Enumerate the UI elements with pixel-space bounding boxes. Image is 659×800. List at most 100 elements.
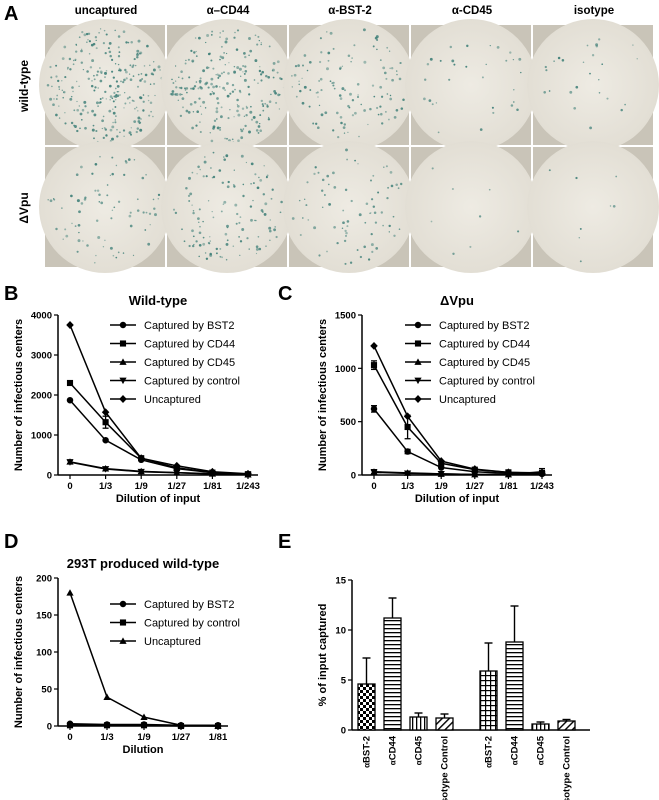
x-axis-label: Dilution xyxy=(123,744,164,756)
legend-label: Captured by CD44 xyxy=(439,339,530,351)
plate-column-header-3: α-CD45 xyxy=(452,5,493,17)
x-tick-label: 1/3 xyxy=(401,481,414,492)
x-tick-label: 1/9 xyxy=(135,481,148,492)
data-point xyxy=(140,722,148,729)
plate-column-header-2: α-BST-2 xyxy=(328,5,372,17)
x-tick-label: 1/9 xyxy=(435,481,448,492)
plate-well xyxy=(161,141,293,273)
legend-marker xyxy=(119,358,127,365)
data-point xyxy=(404,448,411,455)
legend-marker xyxy=(119,637,127,644)
plate-well xyxy=(527,19,659,151)
series-uncaptured xyxy=(66,321,252,478)
y-tick-label: 0 xyxy=(351,471,356,482)
data-point xyxy=(214,722,222,729)
data-point xyxy=(66,321,74,329)
y-tick-label: 4000 xyxy=(31,311,52,322)
chart-percent-captured: 0 5 10 15 % of input captured αBST-2 αCD44 αCD4… xyxy=(317,576,590,800)
x-tick-label: αCD44 xyxy=(388,735,399,765)
x-tick-label: 1/243 xyxy=(236,481,260,492)
x-tick-label: αCD44 xyxy=(510,735,521,765)
legend-marker xyxy=(414,395,422,403)
panel-e-label: E xyxy=(278,531,291,553)
legend-label: Captured by control xyxy=(439,376,535,388)
data-point xyxy=(471,465,479,474)
y-tick-label: 1000 xyxy=(31,431,52,442)
bar-cd44 xyxy=(383,617,402,731)
bar-cd45 xyxy=(409,716,428,731)
x-axis-label: Dilution of input xyxy=(415,493,500,505)
chart-wild-type: Wild-type 0 1000 2000 3000 4000 0 1/3 1/9 1/27 1/8… xyxy=(13,293,260,505)
y-axis-label: Number of infectious centers xyxy=(317,319,329,471)
chart-title: 293T produced wild-type xyxy=(67,556,219,571)
legend-marker xyxy=(414,321,422,329)
legend-marker xyxy=(119,619,127,626)
data-point xyxy=(103,722,111,729)
data-point xyxy=(66,396,74,404)
legend-label: Captured by CD45 xyxy=(439,357,530,369)
y-tick-label: 1000 xyxy=(335,364,356,375)
y-tick-label: 1500 xyxy=(335,311,356,322)
y-tick-label: 2000 xyxy=(31,391,52,402)
data-point xyxy=(538,469,546,478)
data-point xyxy=(102,466,110,473)
data-point xyxy=(403,412,412,421)
legend-marker xyxy=(414,358,422,365)
plate-colonies xyxy=(172,151,287,261)
y-tick-label: 10 xyxy=(335,626,346,637)
data-point xyxy=(504,468,513,477)
bar-isotype-control xyxy=(435,717,454,731)
y-tick-label: 50 xyxy=(41,685,52,696)
data-point xyxy=(404,470,412,477)
data-point xyxy=(404,423,411,431)
legend-marker xyxy=(119,395,127,403)
plate-colonies xyxy=(291,148,403,265)
y-tick-label: 200 xyxy=(36,574,52,585)
data-point xyxy=(370,469,378,476)
plate-well xyxy=(39,141,171,273)
y-tick-label: 500 xyxy=(340,417,356,428)
legend-label: Captured by BST2 xyxy=(439,320,530,332)
series-line xyxy=(373,471,542,476)
data-point xyxy=(173,469,181,477)
x-tick-label: αCD45 xyxy=(414,735,425,765)
x-tick-label: 1/81 xyxy=(209,732,228,743)
data-point xyxy=(66,459,74,466)
legend-label: Captured by CD45 xyxy=(144,357,235,369)
y-tick-label: 0 xyxy=(341,726,346,737)
x-tick-label: 0 xyxy=(67,481,72,492)
panel-d-label: D xyxy=(4,531,18,553)
x-tick-label: 1/27 xyxy=(466,481,485,492)
x-tick-label: 1/3 xyxy=(99,481,112,492)
x-tick-label: 1/81 xyxy=(499,481,518,492)
bar-cd44 xyxy=(505,641,524,731)
x-tick-label: αBST-2 xyxy=(484,736,495,768)
legend-label: Uncaptured xyxy=(144,636,201,648)
data-point xyxy=(137,454,145,463)
x-tick-label: 1/3 xyxy=(100,732,113,743)
plate-colonies xyxy=(548,169,618,263)
y-tick-label: 100 xyxy=(36,648,52,659)
panel-a-label: A xyxy=(4,3,18,25)
data-point xyxy=(102,419,109,426)
x-tick-label: 1/27 xyxy=(172,732,191,743)
legend-marker xyxy=(414,340,422,347)
panel-c-label: C xyxy=(278,283,292,305)
legend-marker xyxy=(414,377,422,385)
legend-label: Uncaptured xyxy=(144,394,201,406)
legend-label: Uncaptured xyxy=(439,394,496,406)
plate-well xyxy=(527,141,659,273)
y-tick-label: 0 xyxy=(47,471,52,482)
legend-label: Captured by CD44 xyxy=(144,339,235,351)
data-point xyxy=(471,471,479,479)
series-uncaptured xyxy=(66,589,222,729)
data-point xyxy=(177,721,185,729)
x-tick-label: αBST-2 xyxy=(362,736,373,768)
series-line xyxy=(69,592,219,727)
data-point xyxy=(66,379,74,387)
data-point xyxy=(208,467,217,476)
plate-row-label-0: wild-type xyxy=(17,60,31,113)
x-tick-label: Isotype Control xyxy=(440,736,451,800)
x-tick-label: 1/81 xyxy=(203,481,222,492)
legend-marker xyxy=(119,377,127,385)
